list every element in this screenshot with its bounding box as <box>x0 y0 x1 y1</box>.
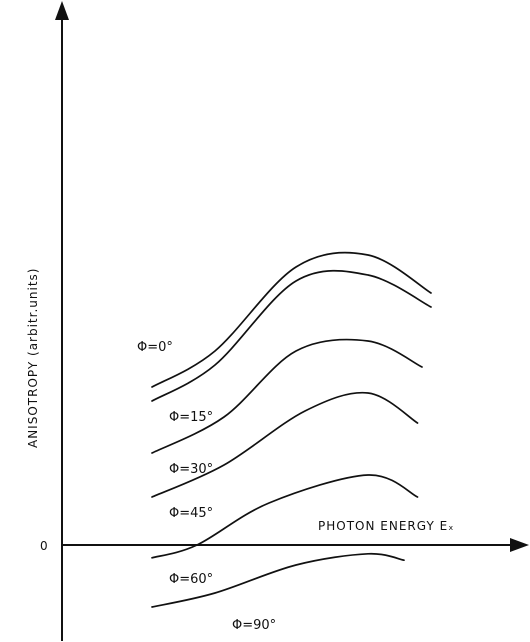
y-tick-zero: 0 <box>40 539 49 553</box>
curves <box>151 251 432 608</box>
series-label-6: Φ=90° <box>232 618 276 633</box>
series-line-6 <box>151 552 405 608</box>
series-line-2 <box>151 269 432 402</box>
curve-labels: Φ=0° Φ=15° Φ=30° Φ=45° Φ=60° Φ=90° <box>137 340 276 633</box>
series-line-4 <box>151 391 419 498</box>
series-label-3: Φ=30° <box>169 462 213 477</box>
series-label-5: Φ=60° <box>169 572 213 587</box>
series-label-4: Φ=45° <box>169 506 213 521</box>
series-line-1 <box>151 251 432 388</box>
series-line-3 <box>151 338 423 454</box>
series-label-2: Φ=15° <box>169 410 213 425</box>
y-axis-label: ANISOTROPY (arbitr.units) <box>26 268 40 448</box>
y-axis <box>55 1 69 641</box>
series-label-1: Φ=0° <box>137 340 173 355</box>
x-axis <box>62 538 529 552</box>
series-line-5 <box>151 474 419 559</box>
x-axis-label: PHOTON ENERGY Eₓ <box>318 519 455 533</box>
